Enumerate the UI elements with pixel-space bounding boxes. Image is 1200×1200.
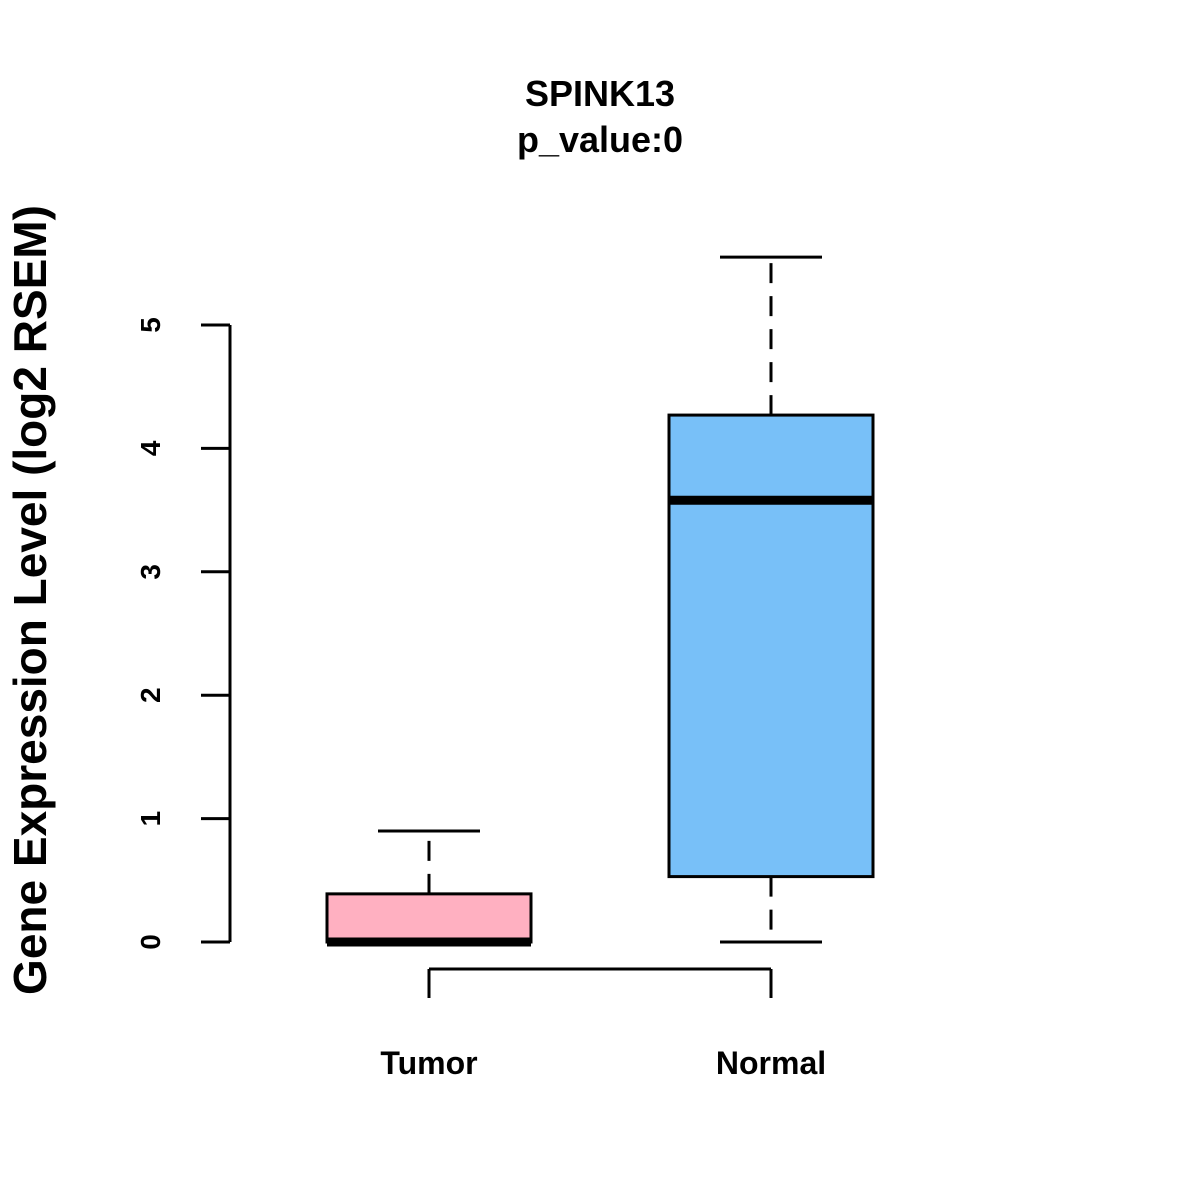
box-body [325,892,533,944]
y-axis-label: Gene Expression Level (log2 RSEM) [4,205,56,995]
box-normal [667,255,875,944]
chart-subtitle: p_value:0 [517,119,683,160]
y-tick-label: 1 [135,811,166,827]
x-tick-label-normal: Normal [716,1045,826,1081]
x-tick-label-tumor: Tumor [380,1045,477,1081]
chart-title: SPINK13 [525,73,675,114]
box-body [667,413,875,879]
y-tick-label: 5 [135,317,166,333]
y-tick-label: 2 [135,687,166,703]
x-axis: Tumor Normal [380,967,826,1081]
y-axis: 0 1 2 3 4 5 [135,317,232,950]
y-tick-label: 4 [135,440,166,456]
box-group [325,255,875,947]
box-tumor [325,829,533,947]
y-tick-label: 3 [135,564,166,580]
y-tick-label: 0 [135,934,166,950]
